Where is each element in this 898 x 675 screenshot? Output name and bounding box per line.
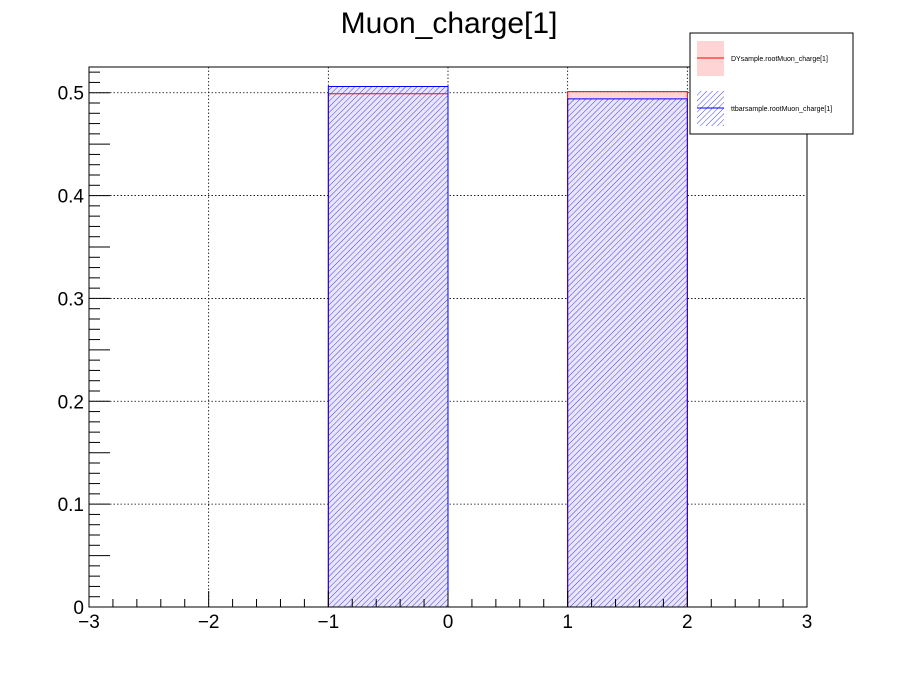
y-tick-label: 0.1 — [58, 495, 84, 516]
bar-ttbar-hatch — [328, 86, 448, 608]
x-tick-label: 2 — [682, 612, 693, 633]
x-tick-label: −3 — [78, 612, 100, 633]
tick-labels: −3 −2 −1 0 1 2 3 0 0.1 0.2 0.3 0.4 0.5 — [58, 84, 813, 633]
x-tick-label: −1 — [317, 612, 339, 633]
y-tick-label: 0.4 — [58, 187, 85, 208]
x-tick-label: −2 — [198, 612, 220, 633]
x-tick-label: 0 — [443, 612, 454, 633]
legend-label-ttbar: ttbarsample.rootMuon_charge[1] — [731, 106, 832, 113]
chart-title: Muon_charge[1] — [341, 7, 558, 40]
y-tick-label: 0.5 — [58, 84, 84, 105]
y-tick-label: 0.2 — [58, 392, 84, 413]
y-tick-label: 0.3 — [58, 289, 84, 310]
x-tick-label: 1 — [562, 612, 573, 633]
bar-ttbar-hatch — [567, 98, 688, 607]
y-tick-label: 0 — [73, 598, 84, 619]
axis-ticks — [88, 71, 808, 608]
legend: DYsample.rootMuon_charge[1] ttbarsample.r… — [689, 32, 854, 135]
histogram-bars — [89, 86, 807, 608]
legend-label-dy: DYsample.rootMuon_charge[1] — [731, 56, 828, 63]
x-tick-label: 3 — [802, 612, 813, 633]
